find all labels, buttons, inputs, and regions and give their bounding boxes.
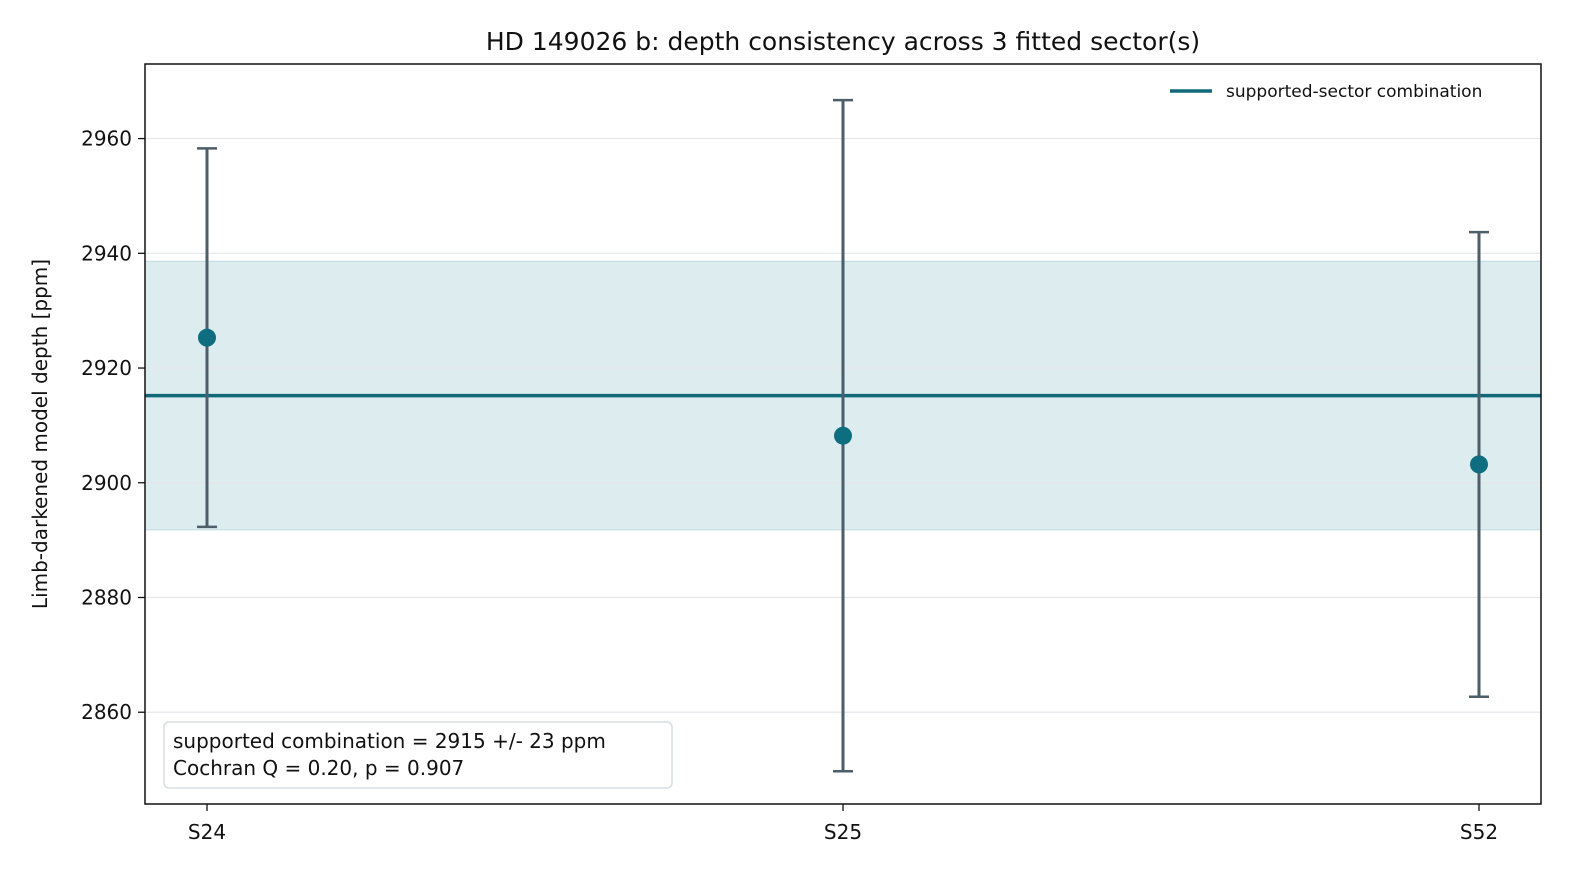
legend: supported-sector combination <box>1170 82 1482 102</box>
y-axis-label: Limb-darkened model depth [ppm] <box>28 259 52 609</box>
y-tick-label: 2920 <box>81 356 132 380</box>
plot-area <box>144 63 1542 805</box>
y-tick-label: 2900 <box>81 471 132 495</box>
y-tick-label: 2880 <box>81 585 132 609</box>
chart-title: HD 149026 b: depth consistency across 3 … <box>486 27 1200 56</box>
annotation-line-2: Cochran Q = 0.20, p = 0.907 <box>173 756 464 780</box>
data-points <box>198 328 1488 474</box>
y-axis: 2860 2880 2900 2920 2940 2960 <box>81 127 145 724</box>
data-point <box>1470 455 1488 474</box>
x-axis: S24 S25 S52 <box>188 804 1498 844</box>
y-tick-label: 2960 <box>81 127 132 151</box>
y-tick-label: 2940 <box>81 241 132 265</box>
data-point <box>198 328 216 347</box>
legend-label: supported-sector combination <box>1226 82 1482 102</box>
data-point <box>834 426 852 445</box>
annotation-line-1: supported combination = 2915 +/- 23 ppm <box>173 729 606 753</box>
stats-annotation: supported combination = 2915 +/- 23 ppm … <box>163 721 673 789</box>
y-tick-label: 2860 <box>81 700 132 724</box>
x-tick-label: S52 <box>1460 820 1498 844</box>
x-tick-label: S24 <box>188 820 226 844</box>
annotation-box <box>163 721 673 789</box>
x-tick-label: S25 <box>824 820 862 844</box>
